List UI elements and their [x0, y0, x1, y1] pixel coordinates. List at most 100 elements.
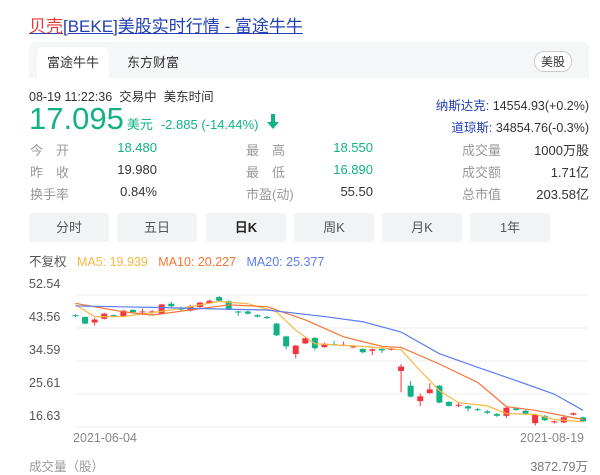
candle-body — [168, 303, 175, 307]
currency: 美元 — [126, 117, 153, 132]
x-label-end: 2021-08-19 — [520, 431, 584, 445]
candle-body — [398, 366, 405, 371]
candle-body — [445, 401, 452, 406]
stat-label: 最 高 — [246, 143, 286, 158]
chart-legend: 不复权 MA5: 19.939 MA10: 20.227 MA20: 25.37… — [29, 251, 324, 270]
candle-body — [522, 410, 529, 415]
stat-label: 成交量 — [462, 143, 502, 158]
candle-body — [120, 310, 127, 317]
timezone: 美东时间 — [163, 90, 214, 104]
dow-value: 34854.76(-0.3%) — [495, 121, 589, 135]
title-brand: 贝壳 — [29, 17, 63, 36]
candle-body — [283, 336, 290, 347]
quote-time-line: 08-19 11:22:36 交易中 美东时间 — [29, 86, 214, 105]
candle-body — [149, 311, 156, 313]
volume-value: 3872.79万 — [530, 460, 588, 474]
candle-body — [302, 338, 309, 344]
stat-label: 总市值 — [462, 187, 502, 202]
volume-label: 成交量（股） — [29, 460, 105, 474]
candle-body — [72, 315, 79, 317]
candle-body — [512, 408, 519, 410]
candle-body — [407, 385, 414, 397]
candle-body — [139, 311, 146, 313]
candle-body — [273, 323, 280, 336]
ma20-line — [75, 305, 584, 411]
ma5-line — [75, 300, 584, 423]
stat-label: 昨 收 — [30, 165, 70, 180]
candle-body — [474, 409, 481, 411]
candle-body — [206, 300, 213, 304]
title-rest: [BEKE]美股实时行情 - 富途牛牛 — [63, 17, 303, 36]
quote-datetime: 08-19 11:22:36 — [29, 90, 113, 104]
candle-body — [551, 421, 558, 423]
period-tab[interactable]: 五日 — [117, 213, 197, 242]
candle-body — [493, 413, 500, 416]
candle-body — [350, 346, 357, 348]
current-price: 17.095 — [29, 101, 124, 136]
stat-value: 203.58亿 — [536, 187, 589, 202]
period-tab[interactable]: 日K — [206, 213, 286, 242]
ma20-legend: MA20: 25.377 — [246, 255, 325, 269]
candle-body — [216, 297, 223, 301]
stat-label: 最 低 — [246, 165, 286, 180]
candle-body — [91, 319, 98, 323]
stat-value: 1.71亿 — [550, 165, 589, 180]
candle-body — [436, 385, 443, 403]
y-tick-label: 43.56 — [29, 310, 60, 324]
stat-value: 19.980 — [117, 162, 157, 177]
stat-value: 1000万股 — [534, 143, 589, 158]
candle-body — [369, 349, 376, 351]
candle-body — [426, 389, 433, 394]
result-title-link[interactable]: 贝壳[BEKE]美股实时行情 - 富途牛牛 — [29, 12, 303, 37]
period-tab[interactable]: 月K — [382, 213, 462, 242]
price-change: -2.885 (-14.44%) — [160, 117, 259, 132]
source-tab-bar: 富途牛牛 东方财富 美股 — [29, 42, 589, 78]
stat-label: 换手率 — [30, 187, 70, 202]
period-tab[interactable]: 1年 — [470, 213, 550, 242]
tab-futu[interactable]: 富途牛牛 — [37, 47, 110, 78]
ma10-line — [75, 302, 584, 421]
candle-body — [455, 404, 462, 406]
ma10-legend: MA10: 20.227 — [158, 255, 237, 269]
index-nasdaq: 纳斯达克: 14554.93(+0.2%) — [436, 95, 589, 114]
candle-body — [82, 316, 89, 324]
price-line: 17.095 美元 -2.885 (-14.44%) — [29, 101, 280, 136]
nasdaq-link[interactable]: 纳斯达克: — [435, 99, 490, 113]
stat-value: 16.890 — [333, 162, 373, 177]
period-tab[interactable]: 周K — [294, 213, 374, 242]
stat-label: 市盈(动) — [246, 187, 294, 202]
candle-body — [541, 415, 548, 421]
y-tick-label: 34.59 — [29, 343, 60, 357]
adjust-mode[interactable]: 不复权 — [29, 255, 67, 269]
tab-eastmoney[interactable]: 东方财富 — [127, 55, 180, 70]
candle-body — [503, 407, 510, 416]
stat-value: 55.50 — [340, 184, 373, 199]
candle-body — [359, 348, 366, 353]
candle-body — [484, 411, 491, 413]
market-badge: 美股 — [533, 51, 572, 72]
x-label-start: 2021-06-04 — [73, 431, 137, 445]
stat-label: 成交额 — [462, 165, 502, 180]
period-tab[interactable]: 分时 — [29, 213, 109, 242]
candle-body — [110, 315, 117, 317]
y-tick-label: 52.54 — [29, 277, 60, 291]
candle-body — [244, 311, 251, 314]
y-tick-label: 25.61 — [29, 376, 60, 390]
stat-value: 18.480 — [117, 140, 157, 155]
candle-body — [570, 413, 577, 415]
candle-body — [465, 406, 472, 409]
candle-body — [158, 304, 165, 314]
stat-value: 0.84% — [120, 184, 157, 199]
candle-body — [417, 396, 424, 402]
stat-value: 18.550 — [333, 140, 373, 155]
candle-body — [292, 345, 299, 355]
dow-link[interactable]: 道琼斯: — [451, 121, 493, 135]
y-tick-label: 16.63 — [29, 409, 60, 423]
arrow-down-icon — [266, 114, 280, 134]
ma5-legend: MA5: 19.939 — [76, 255, 148, 269]
candle-body — [235, 311, 242, 313]
candle-body — [378, 348, 385, 351]
stat-label: 今 开 — [30, 143, 70, 158]
candle-body — [254, 315, 261, 317]
